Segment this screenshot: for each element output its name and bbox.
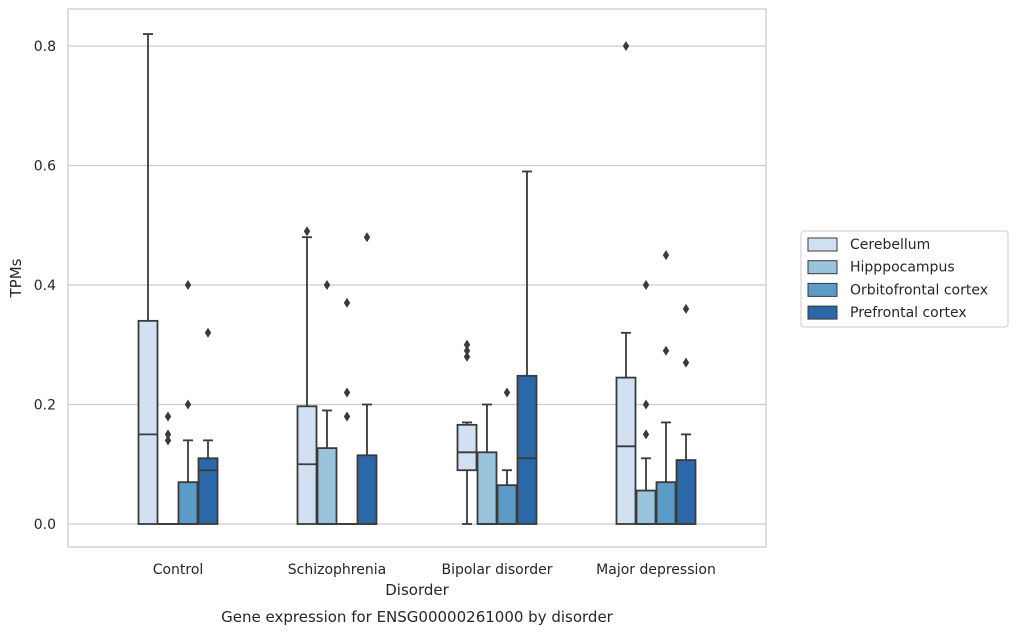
outlier-point (184, 399, 192, 410)
box-cerebellum (456, 339, 478, 525)
legend: Cerebellum Hipppocampus Orbitofrontal cort… (800, 230, 1009, 328)
legend-swatch (807, 260, 838, 275)
outlier-point (682, 303, 690, 314)
box-prefrontal-cortex (356, 232, 378, 525)
plot-area (67, 8, 767, 548)
box-cerebellum (137, 33, 159, 525)
box-iqr (675, 459, 697, 525)
outlier-point (164, 411, 172, 422)
outlier-point (303, 226, 311, 237)
outlier-point (204, 327, 212, 338)
x-tick-labels: Control Schizophrenia Bipolar disorder Majo… (153, 562, 716, 578)
box-prefrontal-cortex (516, 170, 538, 525)
outlier-point (642, 429, 650, 440)
outlier-point (184, 280, 192, 290)
x-axis-label: Disorder (385, 581, 449, 599)
box-iqr (615, 376, 637, 525)
outlier-point (343, 297, 351, 308)
box-iqr (197, 457, 219, 525)
y-tick-label: 0.6 (34, 159, 56, 175)
box-hipppocampus (157, 411, 179, 525)
outlier-point (164, 429, 172, 440)
outlier-point (503, 387, 511, 398)
outlier-point (343, 387, 351, 398)
y-tick-labels: 0.0 0.2 0.4 0.6 0.8 (34, 39, 56, 533)
x-tick-label: Schizophrenia (288, 562, 386, 578)
chart-title: Gene expression for ENSG00000261000 by d… (221, 608, 614, 626)
outlier-point (682, 357, 690, 368)
outlier-point (164, 435, 172, 446)
box-hipppocampus (476, 403, 498, 525)
legend-label: Prefrontal cortex (850, 305, 967, 321)
box-iqr (177, 481, 199, 525)
legend-label: Hipppocampus (850, 260, 955, 276)
box-hipppocampus (316, 280, 338, 525)
legend-swatch (807, 237, 838, 252)
box-cerebellum (296, 226, 318, 525)
box-iqr (635, 489, 657, 525)
outlier-point (662, 250, 670, 261)
box-iqr (496, 484, 518, 525)
y-tick-label: 0.8 (34, 39, 56, 55)
y-tick-label: 0.2 (34, 398, 56, 414)
box-prefrontal-cortex (675, 303, 697, 525)
box-iqr (456, 423, 478, 472)
outlier-point (463, 339, 471, 350)
outlier-point (343, 411, 351, 422)
legend-swatch (807, 305, 838, 320)
box-iqr (137, 319, 159, 525)
box-iqr (516, 374, 538, 525)
box-hipppocampus (635, 280, 657, 525)
outlier-point (642, 280, 650, 290)
box-iqr (655, 481, 677, 525)
outlier-point (363, 232, 371, 243)
x-tick-label: Control (153, 562, 204, 578)
y-tick-label: 0.4 (34, 278, 56, 294)
y-axis-label: TPMs (7, 258, 25, 298)
legend-frame (800, 230, 1009, 328)
box-iqr (356, 454, 378, 525)
outlier-point (323, 280, 331, 290)
legend-label: Orbitofrontal cortex (850, 282, 988, 298)
outlier-point (662, 345, 670, 356)
box-iqr (476, 451, 498, 525)
outlier-point (463, 345, 471, 356)
y-tick-label: 0.0 (34, 517, 56, 533)
x-tick-label: Major depression (596, 562, 716, 578)
box-iqr (316, 447, 338, 525)
box-cerebellum (615, 41, 637, 525)
x-tick-label: Bipolar disorder (441, 562, 552, 578)
box-orbitofrontal-cortex (496, 387, 518, 525)
box-prefrontal-cortex (197, 327, 219, 525)
box-orbitofrontal-cortex (177, 280, 199, 525)
box-series (137, 33, 697, 525)
box-orbitofrontal-cortex (336, 297, 358, 525)
box-orbitofrontal-cortex (655, 250, 677, 525)
outlier-point (463, 351, 471, 362)
legend-label: Cerebellum (850, 237, 930, 253)
outlier-point (642, 399, 650, 410)
outlier-point (622, 41, 630, 51)
legend-swatch (807, 282, 838, 297)
